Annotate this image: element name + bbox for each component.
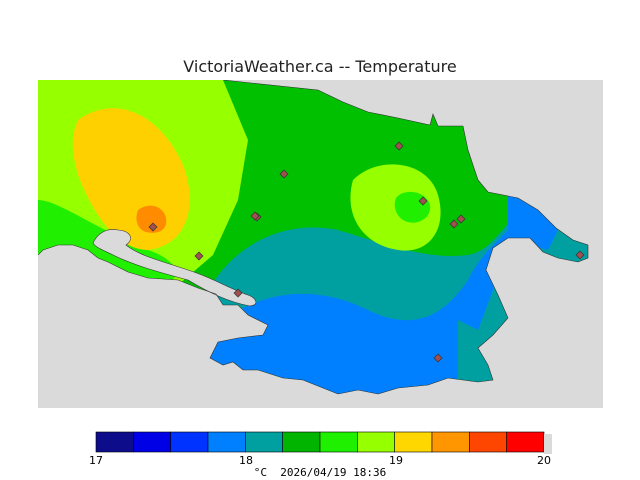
weather-stations xyxy=(148,141,585,363)
legend-tick-18: 18 xyxy=(239,454,253,467)
legend-swatch-2 xyxy=(133,431,171,453)
station-marker-4[interactable] xyxy=(279,169,289,179)
station-marker-2[interactable] xyxy=(194,251,204,261)
legend-tick-17: 17 xyxy=(89,454,103,467)
station-marker-12[interactable] xyxy=(250,211,260,221)
station-marker-10[interactable] xyxy=(433,353,443,363)
legend-swatch-9 xyxy=(394,431,433,453)
land-outline xyxy=(38,80,589,395)
station-marker-8[interactable] xyxy=(456,214,466,224)
unit-label: °C xyxy=(253,466,268,479)
legend-swatch-6 xyxy=(282,431,321,453)
temperature-map[interactable] xyxy=(38,80,603,408)
legend-swatch-4 xyxy=(207,431,246,453)
legend-swatch-5 xyxy=(245,431,283,453)
legend-swatch-10 xyxy=(431,431,470,453)
legend-swatch-1 xyxy=(95,431,134,453)
zone-orange xyxy=(136,205,167,233)
legend-swatch-8 xyxy=(357,431,395,453)
legend-tick-19: 19 xyxy=(389,454,403,467)
station-marker-5[interactable] xyxy=(394,141,404,151)
map-footer: °C 2026/04/19 18:36 xyxy=(0,466,640,479)
legend-end-cap xyxy=(544,434,552,454)
station-marker-1[interactable] xyxy=(148,222,158,232)
legend-swatch-11 xyxy=(469,431,507,453)
legend-tick-20: 20 xyxy=(537,454,551,467)
inlet-water xyxy=(92,229,257,307)
zone-blue xyxy=(188,190,558,394)
station-marker-7[interactable] xyxy=(449,219,459,229)
map-title: VictoriaWeather.ca -- Temperature xyxy=(183,57,457,76)
legend-swatch-12 xyxy=(506,431,545,453)
timestamp: 2026/04/19 18:36 xyxy=(280,466,387,479)
legend-swatch-7 xyxy=(319,431,358,453)
station-marker-9[interactable] xyxy=(575,250,585,260)
legend-swatch-3 xyxy=(170,431,209,453)
station-marker-6[interactable] xyxy=(418,196,428,206)
station-marker-11[interactable] xyxy=(233,288,243,298)
